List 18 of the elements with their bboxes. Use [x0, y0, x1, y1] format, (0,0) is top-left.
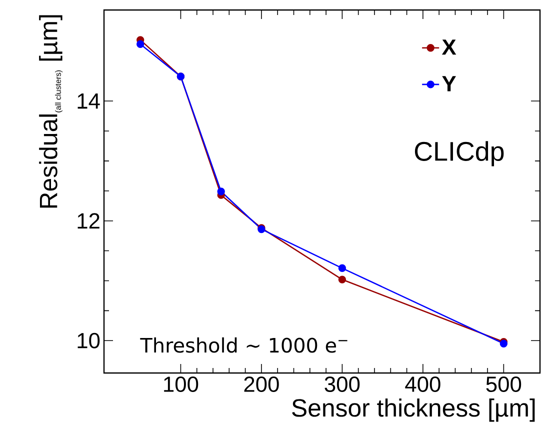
x-tick-label: 100: [164, 376, 198, 392]
point: [338, 264, 346, 272]
y-tick-label: 10: [78, 332, 100, 348]
x-tick-label: 400: [405, 376, 440, 392]
x-axis-title: Sensor thickness [µm]: [292, 398, 535, 422]
legend-label: X: [442, 40, 456, 55]
annotation: Threshold ∼ 1000 e$^{−}$: [140, 337, 348, 353]
y-axis-title: $\mbox{Residual}_{\mbox{\footnotesize (all clusters)}}\ \mbox{[µm]}$: [39, 15, 62, 208]
y-tick-label: 14: [78, 93, 100, 109]
point: [338, 276, 346, 284]
y-tick-label: 12: [78, 213, 100, 228]
legend-label: Y: [442, 76, 456, 92]
point: [217, 188, 225, 196]
x-tick-label: 300: [324, 376, 360, 392]
x-tick-label: 500: [486, 376, 522, 392]
x-tick-label: 200: [244, 376, 279, 392]
point: [136, 40, 144, 48]
annotation: CLICdp: [414, 141, 504, 166]
